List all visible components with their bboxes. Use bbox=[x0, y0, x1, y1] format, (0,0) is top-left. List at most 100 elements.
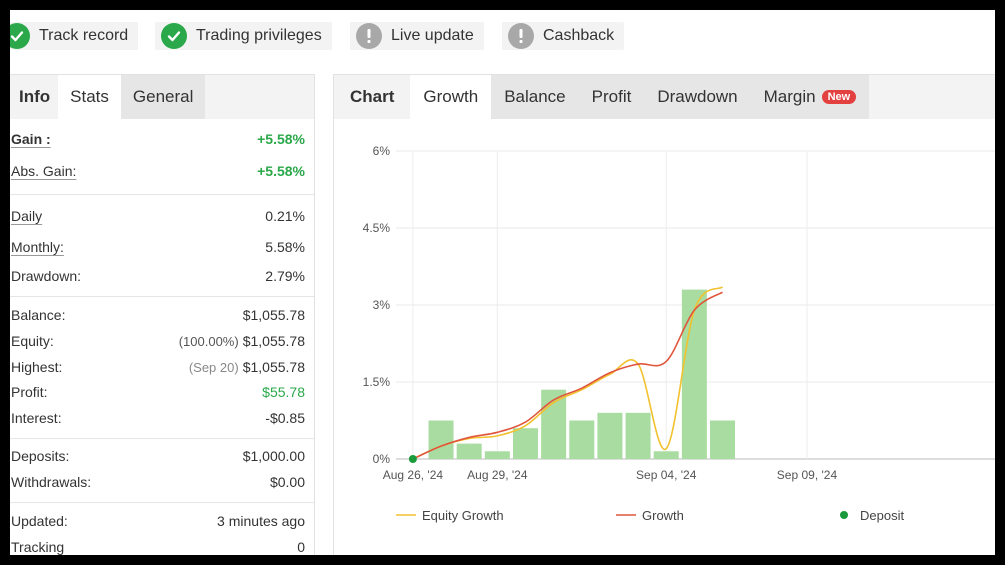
growth-chart-svg: 6% 4.5% 3% 1.5% 0% Aug 26, '24 Aug 29, '24 Sep … bbox=[363, 144, 995, 523]
bar bbox=[428, 420, 454, 459]
stat-drawdown: Drawdown: 2.79% bbox=[10, 265, 305, 287]
stat-value: +5.58% bbox=[257, 131, 305, 147]
badge-cashback[interactable]: Cashback bbox=[502, 22, 625, 50]
stat-label: Interest: bbox=[11, 410, 62, 426]
stat-value: $1,055.78 bbox=[242, 333, 305, 349]
stat-value: $55.78 bbox=[262, 384, 305, 400]
stat-withdrawals: Withdrawals: $0.00 bbox=[10, 471, 305, 493]
legend-label-growth: Growth bbox=[642, 508, 684, 523]
bar bbox=[541, 389, 567, 459]
stat-deposits: Deposits: $1,000.00 bbox=[10, 445, 305, 467]
stat-daily: Daily 0.21% bbox=[10, 205, 305, 227]
bar bbox=[681, 289, 707, 459]
stat-note: (100.00%) bbox=[178, 334, 239, 349]
exclamation-icon bbox=[356, 23, 382, 49]
divider bbox=[10, 194, 314, 195]
chart-tabs: Chart Growth Balance Profit Drawdown Mar… bbox=[334, 75, 995, 119]
legend-swatch-deposit bbox=[840, 511, 848, 519]
tab-margin[interactable]: Margin New bbox=[750, 75, 870, 119]
stat-highest: Highest: (Sep 20) $1,055.78 bbox=[10, 356, 305, 378]
stat-value: $1,000.00 bbox=[242, 448, 305, 464]
exclamation-icon bbox=[508, 23, 534, 49]
bar bbox=[710, 420, 736, 459]
stat-label: Profit: bbox=[11, 384, 48, 400]
stats-list: Gain : +5.58% Abs. Gain: +5.58% Daily 0.… bbox=[10, 119, 314, 555]
stat-value: 0 bbox=[297, 539, 305, 555]
tab-general[interactable]: General bbox=[120, 75, 206, 119]
badge-label: Live update bbox=[391, 27, 474, 44]
deposit-marker bbox=[408, 455, 417, 463]
badge-live-update[interactable]: Live update bbox=[350, 22, 484, 50]
stat-label: Highest: bbox=[11, 359, 63, 375]
stat-label: Equity: bbox=[11, 333, 54, 349]
stat-balance: Balance: $1,055.78 bbox=[10, 304, 305, 326]
stat-value: +5.58% bbox=[257, 163, 305, 179]
stat-value: -$0.85 bbox=[265, 410, 305, 426]
stat-label: Drawdown: bbox=[11, 268, 82, 284]
stat-value: 5.58% bbox=[265, 239, 305, 255]
bar bbox=[597, 412, 623, 459]
legend-label-equity-growth: Equity Growth bbox=[422, 508, 504, 523]
tab-profit[interactable]: Profit bbox=[578, 75, 645, 119]
stat-value: $0.00 bbox=[269, 474, 305, 490]
x-tick-label: Sep 09, '24 bbox=[777, 468, 838, 482]
bar bbox=[512, 428, 538, 459]
info-title: Info bbox=[19, 87, 51, 106]
growth-chart: 6% 4.5% 3% 1.5% 0% Aug 26, '24 Aug 29, '24 Sep … bbox=[334, 119, 995, 555]
stat-value: $1,055.78 bbox=[242, 307, 305, 323]
badge-trading-privileges[interactable]: Trading privileges bbox=[155, 22, 332, 50]
x-tick-label: Aug 26, '24 bbox=[383, 468, 444, 482]
bar bbox=[456, 443, 482, 459]
stat-abs-gain: Abs. Gain: +5.58% bbox=[10, 160, 305, 182]
stat-note: (Sep 20) bbox=[188, 360, 239, 375]
verification-badges: Track record Trading privileges Live upd… bbox=[10, 10, 995, 62]
stat-interest: Interest: -$0.85 bbox=[10, 407, 305, 429]
y-tick-label: 3% bbox=[373, 298, 391, 312]
tab-stats[interactable]: Stats bbox=[58, 75, 121, 119]
divider bbox=[10, 438, 314, 439]
stat-label[interactable]: Monthly: bbox=[11, 239, 64, 255]
stat-value: 2.79% bbox=[265, 268, 305, 284]
y-tick-label: 4.5% bbox=[363, 221, 391, 235]
bar bbox=[569, 420, 595, 459]
x-tick-label: Sep 04, '24 bbox=[636, 468, 697, 482]
badge-track-record[interactable]: Track record bbox=[10, 22, 139, 50]
info-tabs: Info Stats General bbox=[10, 75, 314, 119]
stat-updated: Updated: 3 minutes ago bbox=[10, 510, 305, 532]
stat-label: Updated: bbox=[11, 513, 68, 529]
stat-monthly: Monthly: 5.58% bbox=[10, 236, 305, 258]
tab-balance[interactable]: Balance bbox=[491, 75, 579, 119]
page-frame: Track record Trading privileges Live upd… bbox=[10, 10, 995, 555]
divider bbox=[10, 502, 314, 503]
stat-label: Balance: bbox=[11, 307, 66, 323]
badge-label: Trading privileges bbox=[196, 27, 322, 44]
badge-label: Cashback bbox=[543, 27, 615, 44]
stat-label[interactable]: Abs. Gain: bbox=[11, 163, 77, 179]
badge-label: Track record bbox=[39, 27, 129, 44]
stat-label: Withdrawals: bbox=[11, 474, 92, 490]
x-tick-label: Aug 29, '24 bbox=[467, 468, 528, 482]
divider bbox=[10, 296, 314, 297]
stat-label: Tracking bbox=[11, 539, 65, 555]
bar bbox=[653, 451, 679, 459]
y-tick-label: 0% bbox=[373, 452, 391, 466]
bar bbox=[625, 412, 651, 459]
stat-value: 0.21% bbox=[265, 208, 305, 224]
legend-label-deposit: Deposit bbox=[860, 508, 904, 523]
stat-value: $1,055.78 bbox=[242, 359, 305, 375]
info-panel: Info Stats General Gain : +5.58% Abs. Ga… bbox=[10, 74, 315, 555]
check-icon bbox=[10, 23, 30, 49]
y-tick-label: 1.5% bbox=[363, 375, 391, 389]
chart-panel: Chart Growth Balance Profit Drawdown Mar… bbox=[333, 74, 995, 555]
tab-margin-label: Margin bbox=[763, 87, 816, 106]
tab-growth[interactable]: Growth bbox=[410, 75, 492, 119]
chart-title: Chart bbox=[350, 87, 395, 106]
stat-label[interactable]: Daily bbox=[11, 208, 43, 224]
y-tick-label: 6% bbox=[373, 144, 391, 158]
stat-gain: Gain : +5.58% bbox=[10, 128, 305, 150]
stat-label[interactable]: Gain : bbox=[11, 131, 51, 147]
tab-drawdown[interactable]: Drawdown bbox=[644, 75, 751, 119]
stat-label: Deposits: bbox=[11, 448, 70, 464]
stat-tracking: Tracking 0 bbox=[10, 536, 305, 555]
stat-equity: Equity: (100.00%) $1,055.78 bbox=[10, 330, 305, 352]
